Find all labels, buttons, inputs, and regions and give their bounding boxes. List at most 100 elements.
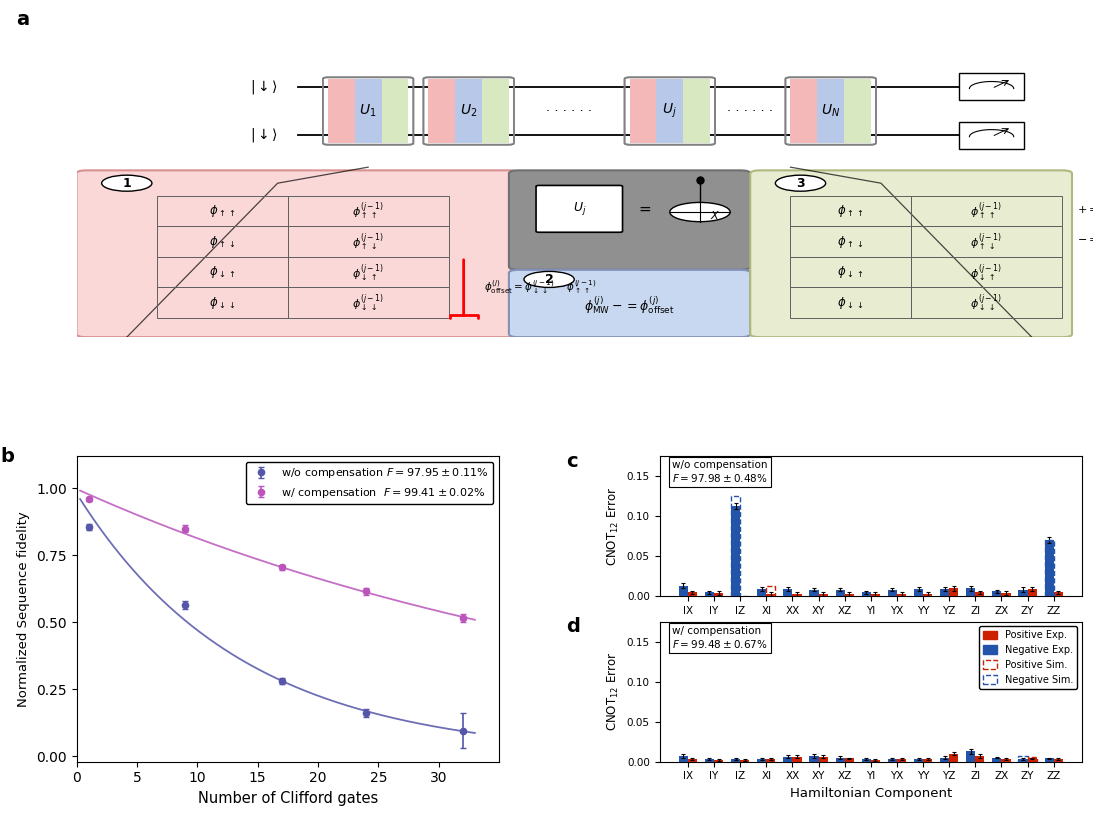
Text: $|\downarrow\rangle$: $|\downarrow\rangle$ [249,78,278,96]
Text: $\phi_{\uparrow\uparrow}^{(j-1)}$: $\phi_{\uparrow\uparrow}^{(j-1)}$ [971,201,1002,222]
Text: c: c [566,452,578,471]
Bar [679,756,687,762]
Bar [940,758,949,762]
Bar [784,757,792,762]
Y-axis label: CNOT$_{12}$ Error: CNOT$_{12}$ Error [606,486,621,566]
Legend: w/o compensation $F = 97.95 \pm 0.11\%$, w/ compensation  $F = 99.41 \pm 0.02\%$: w/o compensation $F = 97.95 \pm 0.11\%$,… [246,462,493,505]
Bar [482,79,509,143]
Legend: Positive Exp., Negative Exp., Positive Sim., Negative Sim.: Positive Exp., Negative Exp., Positive S… [978,627,1078,689]
Bar [949,588,959,596]
Bar [683,79,710,143]
Bar [1027,589,1037,596]
Bar [790,196,912,227]
Bar [757,589,766,596]
Bar [766,586,775,596]
Bar [328,79,355,143]
Bar [766,759,775,762]
Bar [871,594,880,596]
Bar [914,589,924,596]
Bar [482,79,509,143]
Bar [456,79,482,143]
Text: $\phi_{\downarrow\uparrow}$: $\phi_{\downarrow\uparrow}$ [837,265,865,280]
Bar [630,79,657,143]
Bar [966,588,975,596]
Bar [287,196,448,227]
Text: 2: 2 [544,273,553,286]
Bar [157,227,287,257]
Text: $\phi_{\downarrow\uparrow}^{(j-1)}$: $\phi_{\downarrow\uparrow}^{(j-1)}$ [352,262,385,283]
FancyBboxPatch shape [750,170,1072,337]
Bar [992,591,1001,596]
Bar [912,227,1062,257]
Bar [924,594,932,596]
Text: · · · · · ·: · · · · · · [546,105,592,117]
Bar [992,758,1001,762]
Bar [683,79,710,143]
Text: $U_j$: $U_j$ [573,201,586,217]
Bar [1045,541,1054,596]
Bar [897,594,906,596]
Text: 1: 1 [122,177,131,190]
Y-axis label: Normalized Sequence fidelity: Normalized Sequence fidelity [17,511,31,707]
Bar [657,79,683,143]
Text: b: b [0,447,14,466]
Bar [731,496,740,596]
Bar [355,79,381,143]
Text: $U_N$: $U_N$ [821,103,841,120]
Bar [1019,590,1027,596]
Bar [912,287,1062,318]
Bar [835,590,845,596]
FancyBboxPatch shape [960,74,1024,101]
Bar [740,760,750,762]
Bar [157,196,287,227]
X-axis label: Number of Clifford gates: Number of Clifford gates [198,791,378,806]
Text: $+= \phi_{2,\downarrow}$: $+= \phi_{2,\downarrow}$ [1077,204,1093,219]
Bar [888,590,897,596]
Text: $\phi_{\uparrow\uparrow}$: $\phi_{\uparrow\uparrow}$ [209,203,236,219]
Bar [924,759,932,762]
Text: $\phi_{\downarrow\uparrow}$: $\phi_{\downarrow\uparrow}$ [209,265,236,280]
Text: $U_1$: $U_1$ [360,103,377,120]
Text: $\phi_{\uparrow\downarrow}$: $\phi_{\uparrow\downarrow}$ [837,233,865,250]
Bar [687,759,697,762]
Bar [1045,758,1054,762]
Bar [679,586,687,596]
Bar [705,759,714,762]
Bar [157,287,287,318]
Bar [287,287,448,318]
Bar [819,594,827,596]
Circle shape [775,175,825,191]
Text: $\phi_{\uparrow\uparrow}$: $\phi_{\uparrow\uparrow}$ [837,203,865,219]
Bar [1001,593,1011,596]
Bar [912,196,1062,227]
Bar [810,756,819,762]
Bar [861,592,871,596]
Bar [844,79,871,143]
Bar [949,753,959,762]
Bar [845,594,854,596]
Bar [355,79,381,143]
Bar [287,227,448,257]
Bar [1027,758,1037,762]
Bar [871,760,880,762]
Bar [456,79,482,143]
Bar [630,79,657,143]
Bar [844,79,871,143]
Bar [714,760,724,762]
Bar [1054,592,1062,596]
Text: $\phi_{\downarrow\downarrow}$: $\phi_{\downarrow\downarrow}$ [837,295,865,310]
Bar [790,287,912,318]
Bar [381,79,409,143]
Bar [428,79,456,143]
Bar [731,759,740,762]
Bar [861,759,871,762]
Text: · · · · · ·: · · · · · · [727,105,773,117]
Circle shape [102,175,152,191]
Y-axis label: CNOT$_{12}$ Error: CNOT$_{12}$ Error [606,652,621,731]
Bar [757,759,766,762]
Text: $\phi_{\downarrow\downarrow}^{(j-1)}$: $\phi_{\downarrow\downarrow}^{(j-1)}$ [971,292,1002,313]
Text: $\phi_{\rm offset}^{(j)}=\phi_{\downarrow\downarrow}^{(j-1)}-\phi_{\uparrow\upar: $\phi_{\rm offset}^{(j)}=\phi_{\downarro… [484,278,597,296]
Text: $X$: $X$ [709,210,720,221]
Bar [897,759,906,762]
Text: w/ compensation
$F = 99.48 \pm 0.67\%$: w/ compensation $F = 99.48 \pm 0.67\%$ [672,626,767,649]
